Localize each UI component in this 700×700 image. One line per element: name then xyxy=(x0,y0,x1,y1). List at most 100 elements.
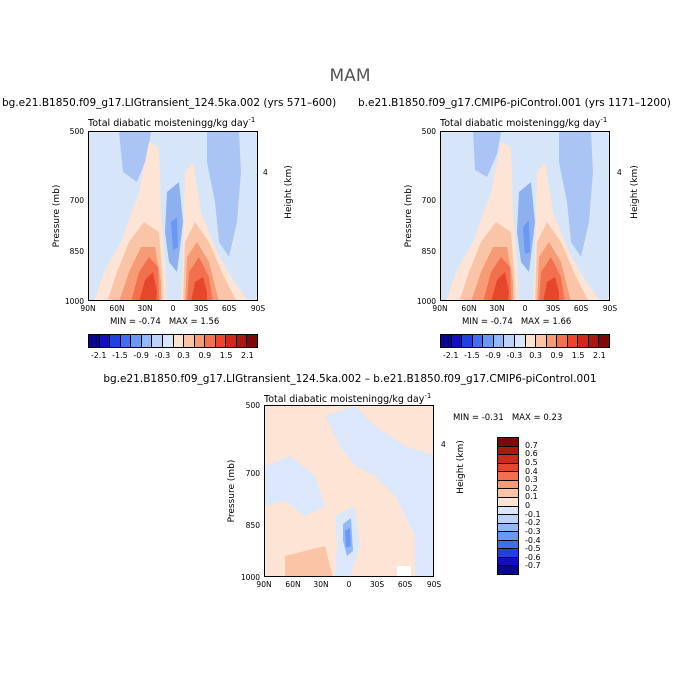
panel1-xtick-30n: 30N xyxy=(137,304,153,313)
panel1-xtick-60n: 60N xyxy=(109,304,125,313)
panel3-colorbar-swatch xyxy=(498,556,518,566)
panel3-xtick-60s: 60S xyxy=(397,580,413,589)
panel1-xtick-30s: 30S xyxy=(193,304,209,313)
panel3-xtick-30s: 30S xyxy=(369,580,385,589)
panel1-max-value: 1.56 xyxy=(200,317,220,327)
panel2-colorbar xyxy=(440,334,610,348)
panel3-max-label: MAX = xyxy=(511,413,544,423)
panel1-colorbar-swatch xyxy=(204,335,215,347)
panel3-pos-region-2 xyxy=(285,546,333,576)
panel1-xtick-60s: 60S xyxy=(221,304,237,313)
panel2-neg-region-sh xyxy=(473,132,501,177)
panel3-ylabel: Pressure (mb) xyxy=(227,459,237,523)
panel2-colorbar-label: 2.1 xyxy=(593,351,606,360)
panel1-stats: MIN = -0.74 MAX = 1.56 xyxy=(110,317,219,327)
panel3-xtick-90n: 90N xyxy=(256,580,272,589)
panel1-pos-lobe-s-5 xyxy=(191,277,207,300)
panel3-xtick-90s: 90S xyxy=(426,580,442,589)
panel2-colorbar-swatch xyxy=(492,335,504,347)
panel2-neg-region-nh xyxy=(559,132,593,257)
panel2-xtick-90s: 90S xyxy=(602,304,618,313)
panel3-units: g/kg day xyxy=(383,394,425,406)
panel2-colorbar-swatch xyxy=(513,335,525,347)
panel2-ylabel: Pressure (mb) xyxy=(404,184,414,248)
panel2-min-label: MIN = xyxy=(462,317,491,327)
panel3-colorbar-label: 0.1 xyxy=(525,492,538,502)
panel3-colorbar-swatch xyxy=(498,514,518,523)
panel2-colorbar-label: -1.5 xyxy=(464,351,480,360)
panel2-colorbar-swatch xyxy=(598,335,609,347)
panel3-ytick-700: 700 xyxy=(245,469,260,478)
panel2-colorbar-swatch xyxy=(471,335,483,347)
panel1-min-value: -0.74 xyxy=(138,317,161,327)
panel1-colorbar-swatch xyxy=(161,335,173,347)
panel3-colorbar xyxy=(497,437,519,575)
panel2-pos-lobe-s-4 xyxy=(539,257,565,300)
panel1-colorbar-label: -0.9 xyxy=(133,351,149,360)
panel2-colorbar-label: 0.9 xyxy=(550,351,564,360)
panel2-xtick-60n: 60N xyxy=(461,304,477,313)
panel2-min-value: -0.74 xyxy=(490,317,513,327)
panel1-variable-title: Total diabatic moisteningg/kg day-1 xyxy=(88,116,255,129)
panel2-colorbar-label: -0.3 xyxy=(506,351,523,360)
panel3-stats: MIN = -0.31 MAX = 0.23 xyxy=(453,413,562,423)
panel3-colorbar-labels: 0.7 0.6 0.5 0.4 0.3 0.2 0.1 0 -0.1 -0.2 -0.3 -0.4 -0… xyxy=(523,437,563,575)
panel2-colorbar-label: 1.5 xyxy=(571,351,585,360)
panel1-ylabel: Pressure (mb) xyxy=(52,184,62,248)
panel3-colorbar-swatch xyxy=(498,531,518,540)
panel3-colorbar-label: 0.6 xyxy=(525,449,538,459)
panel2-colorbar-swatch xyxy=(566,335,578,347)
panel1-colorbar-swatch xyxy=(183,335,194,347)
panel1-neg-region-nh xyxy=(207,132,241,257)
panel3-colorbar-label: 0.4 xyxy=(525,466,538,476)
panel2-ytick-850: 850 xyxy=(421,247,436,256)
panel1-colorbar-swatch xyxy=(225,335,236,347)
panel3-min-value: -0.31 xyxy=(481,413,504,423)
panel1-colorbar-swatch xyxy=(109,335,120,347)
panel1-colorbar-label: 0.3 xyxy=(177,351,190,360)
panel1-colorbar-label: -0.3 xyxy=(154,351,171,360)
panel3-variable-title: Total diabatic moisteningg/kg day-1 xyxy=(264,392,431,405)
panel1-variable: Total diabatic moistening xyxy=(88,118,208,130)
panel2-colorbar-labels: -2.1 -1.5 -0.9 -0.3 0.3 0.9 1.5 2.1 xyxy=(440,351,610,361)
panel2-colorbar-swatch xyxy=(482,335,493,347)
panel2-colorbar-swatch xyxy=(577,335,588,347)
panel3-colorbar-swatch xyxy=(498,488,518,497)
panel2-colorbar-swatch xyxy=(524,335,536,347)
panel3-contours xyxy=(265,406,433,576)
panel3-right-tick: 4 xyxy=(441,440,446,449)
panel1-colorbar-label: -1.5 xyxy=(112,351,128,360)
panel2-units: g/kg day xyxy=(559,118,601,130)
panel3-ytick-1000: 1000 xyxy=(240,573,260,582)
panel1-colorbar-label: 2.1 xyxy=(241,351,254,360)
panel2-xtick-30n: 30N xyxy=(489,304,505,313)
panel1-ytick-700: 700 xyxy=(69,196,84,205)
panel1-max-label: MAX = xyxy=(168,317,201,327)
panel3-colorbar-swatch xyxy=(498,438,518,446)
panel2-max-value: 1.66 xyxy=(552,317,572,327)
panel3-colorbar-swatch xyxy=(498,471,518,480)
panel2-colorbar-swatch xyxy=(461,335,472,347)
panel2-xtick-60s: 60S xyxy=(573,304,589,313)
panel3-neg-region-1 xyxy=(325,406,433,576)
panel1-ylabel-right: Height (km) xyxy=(284,165,294,219)
panel1-neg-region-eq-core xyxy=(171,217,178,250)
panel1-min-label: MIN = xyxy=(110,317,139,327)
panel1-ytick-850: 850 xyxy=(69,247,84,256)
panel1-right-tick: 4 xyxy=(263,168,268,177)
panel3-colorbar-swatch xyxy=(498,445,518,455)
panel3-colorbar-swatch xyxy=(498,462,518,472)
panel3-colorbar-label: 0 xyxy=(525,501,531,510)
panel2-colorbar-label: -2.1 xyxy=(442,351,459,360)
panel3-units-exp: -1 xyxy=(424,392,432,400)
panel3-neg-region-2 xyxy=(265,456,325,516)
panel1-plot xyxy=(88,131,258,301)
panel1-contours xyxy=(89,132,257,300)
panel2-ytick-700: 700 xyxy=(421,196,436,205)
panel2-units-exp: -1 xyxy=(600,116,608,124)
panel3-plot xyxy=(264,405,434,577)
panel3-colorbar-swatch xyxy=(498,548,518,557)
panel2-colorbar-swatch xyxy=(587,335,599,347)
panel2-ytick-1000: 1000 xyxy=(416,297,436,306)
panel3-xtick-30n: 30N xyxy=(313,580,329,589)
